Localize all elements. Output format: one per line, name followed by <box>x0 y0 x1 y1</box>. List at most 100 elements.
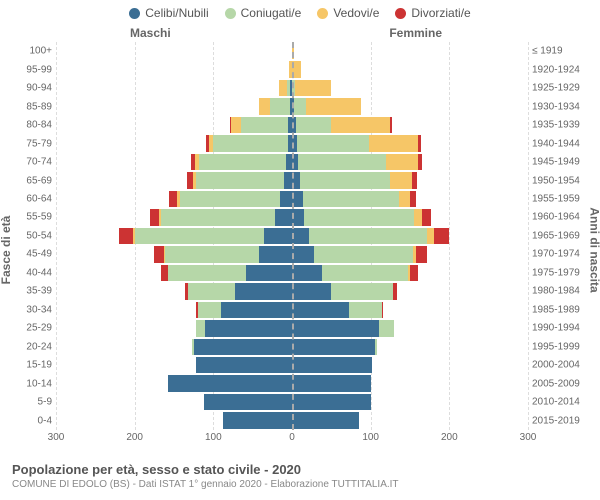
birth-year-label: 2005-2009 <box>532 378 588 389</box>
legend-swatch <box>129 8 140 19</box>
age-label: 90-94 <box>20 83 52 94</box>
female-bar <box>292 320 394 336</box>
bar-segment <box>410 191 416 207</box>
bar-segment <box>306 98 361 114</box>
male-bar <box>191 154 292 170</box>
bar-segment <box>194 339 292 355</box>
bar-segment <box>410 265 418 281</box>
male-bar <box>223 412 292 428</box>
bar-segment <box>280 191 292 207</box>
bar-segment <box>168 375 292 391</box>
bar-segment <box>292 394 371 410</box>
age-label: 60-64 <box>20 193 52 204</box>
bar-segment <box>304 209 414 225</box>
male-bar <box>185 283 292 299</box>
gridline <box>528 42 529 430</box>
age-label: 0-4 <box>20 415 52 426</box>
male-bar <box>196 320 292 336</box>
female-bar <box>292 117 392 133</box>
bar-segment <box>196 172 284 188</box>
chart-subtitle: COMUNE DI EDOLO (BS) - Dati ISTAT 1° gen… <box>12 479 588 490</box>
bar-segment <box>241 117 288 133</box>
bar-segment <box>154 246 163 262</box>
legend: Celibi/Nubili Coniugati/e Vedovi/e Divorzia… <box>0 0 600 20</box>
bar-segment <box>331 117 390 133</box>
bar-segment <box>264 228 292 244</box>
legend-swatch <box>395 8 406 19</box>
bar-segment <box>180 191 281 207</box>
bar-segment <box>275 209 292 225</box>
birth-year-label: 1975-1979 <box>532 267 588 278</box>
male-bar <box>119 228 292 244</box>
bar-segment <box>349 302 382 318</box>
female-header: Femmine <box>389 26 442 40</box>
bar-segment <box>165 246 259 262</box>
bar-segment <box>279 80 287 96</box>
bar-segment <box>204 394 292 410</box>
x-tick-label: 0 <box>289 432 295 443</box>
x-tick-label: 200 <box>441 432 458 443</box>
legend-label: Vedovi/e <box>333 6 379 20</box>
bar-segment <box>412 172 417 188</box>
age-label: 95-99 <box>20 64 52 75</box>
bar-segment <box>196 320 205 336</box>
legend-label: Coniugati/e <box>241 6 302 20</box>
age-label: 55-59 <box>20 212 52 223</box>
male-bar <box>150 209 292 225</box>
birth-year-label: 2015-2019 <box>532 415 588 426</box>
bar-segment <box>119 228 133 244</box>
bar-segment <box>382 302 384 318</box>
bar-segment <box>221 302 292 318</box>
age-label: 15-19 <box>20 360 52 371</box>
bar-segment <box>292 302 349 318</box>
legend-label: Divorziati/e <box>411 6 470 20</box>
centerline <box>292 42 294 430</box>
y-axis-left-label: Fasce di età <box>0 216 13 285</box>
age-label: 65-69 <box>20 175 52 186</box>
female-bar <box>292 228 449 244</box>
bar-segment <box>386 154 417 170</box>
x-tick-label: 100 <box>362 432 379 443</box>
bar-segment <box>235 283 292 299</box>
female-bar <box>292 265 418 281</box>
bar-segment <box>416 246 427 262</box>
bar-segment <box>390 172 412 188</box>
bar-segment <box>297 135 369 151</box>
birth-year-label: 1990-1994 <box>532 323 588 334</box>
legend-item: Coniugati/e <box>225 6 302 20</box>
female-bar <box>292 412 359 428</box>
birth-year-label: 1935-1939 <box>532 120 588 131</box>
bar-segment <box>213 135 288 151</box>
male-bar <box>169 191 292 207</box>
female-bar <box>292 209 431 225</box>
bar-segment <box>292 283 331 299</box>
female-bar <box>292 172 417 188</box>
birth-year-label: 2000-2004 <box>532 360 588 371</box>
age-label: 25-29 <box>20 323 52 334</box>
female-bar <box>292 98 361 114</box>
age-label: 30-34 <box>20 304 52 315</box>
legend-label: Celibi/Nubili <box>145 6 208 20</box>
bar-segment <box>309 228 427 244</box>
bar-segment <box>292 228 309 244</box>
bar-segment <box>270 98 290 114</box>
female-bar <box>292 283 397 299</box>
caption: Popolazione per età, sesso e stato civil… <box>12 462 588 490</box>
male-bar <box>161 265 292 281</box>
male-bar <box>279 80 292 96</box>
bar-segment <box>231 117 240 133</box>
bar-segment <box>298 154 386 170</box>
bar-segment <box>292 320 379 336</box>
legend-item: Divorziati/e <box>395 6 470 20</box>
female-bar <box>292 339 377 355</box>
population-pyramid: Celibi/Nubili Coniugati/e Vedovi/e Divorzia… <box>0 0 600 500</box>
bar-segment <box>322 265 409 281</box>
bar-segment <box>390 117 392 133</box>
bar-segment <box>161 209 275 225</box>
bar-segment <box>418 154 422 170</box>
x-tick-label: 200 <box>126 432 143 443</box>
male-bar <box>168 375 292 391</box>
male-bar <box>230 117 292 133</box>
male-bar <box>192 339 292 355</box>
bar-segment <box>292 265 322 281</box>
